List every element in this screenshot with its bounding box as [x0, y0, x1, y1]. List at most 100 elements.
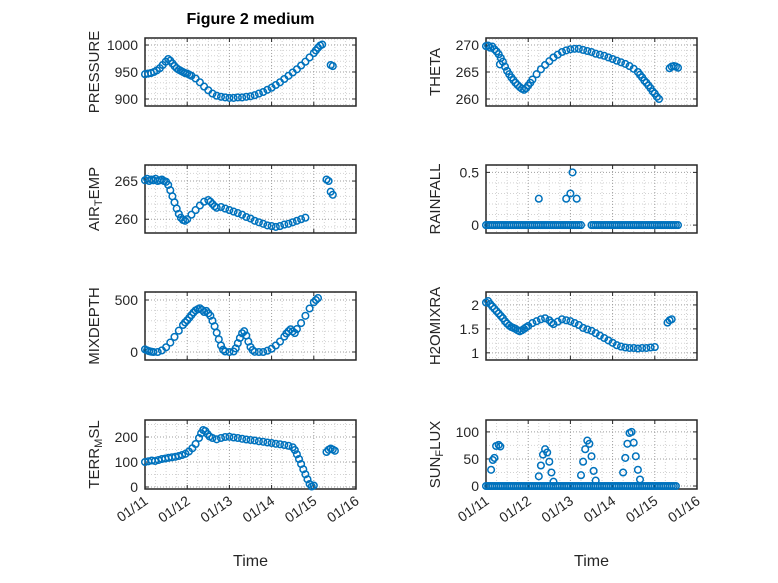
data-point: [633, 344, 642, 353]
data-point: [547, 468, 556, 477]
major-grid: [145, 165, 356, 233]
data-point: [642, 343, 651, 353]
data-point: [195, 78, 204, 87]
data-point: [275, 222, 285, 231]
data-point: [297, 215, 306, 224]
data-point: [625, 343, 634, 353]
svg-text:01/13: 01/13: [538, 492, 576, 525]
svg-text:0: 0: [471, 478, 479, 494]
data-point: [301, 213, 310, 222]
major-grid: [486, 420, 697, 489]
data-point: [324, 176, 333, 186]
minor-grid: [486, 165, 697, 233]
data-point: [216, 433, 226, 443]
axes-box: [144, 164, 357, 234]
data-point: [284, 219, 293, 228]
svg-text:01/11: 01/11: [114, 492, 151, 525]
y-tick-labels: 0 100 200: [115, 429, 139, 495]
data-point: [570, 319, 579, 328]
data-point: [595, 50, 604, 59]
data-point: [595, 331, 604, 340]
data-point: [570, 44, 579, 53]
y-tick-labels: 0 500: [115, 292, 139, 360]
data-point: [292, 450, 301, 459]
data-point: [589, 466, 598, 475]
data-point: [623, 439, 632, 448]
data-point: [303, 475, 312, 484]
minor-grid: [486, 420, 697, 489]
y-axis-label-terr-msl: TERRMSL: [86, 420, 105, 488]
data-point: [212, 435, 221, 444]
major-grid: [486, 165, 697, 233]
data-point: [562, 194, 571, 203]
y-axis-label-air-temp: AIRTEMP: [86, 167, 105, 231]
data-point: [490, 453, 499, 462]
data-point: [221, 432, 230, 442]
data-point: [183, 215, 192, 224]
svg-text:260: 260: [115, 211, 139, 227]
data-point: [254, 89, 263, 98]
data-point: [225, 432, 234, 441]
data-point: [275, 440, 285, 449]
major-grid: [486, 38, 697, 106]
svg-text:0: 0: [130, 344, 138, 360]
svg-text:100: 100: [115, 454, 139, 470]
data-point: [238, 210, 247, 219]
data-point: [536, 461, 545, 470]
data-point: [288, 327, 297, 336]
data-point: [627, 427, 636, 436]
data-point: [600, 333, 609, 343]
data-point: [494, 440, 503, 449]
svg-text:1000: 1000: [107, 37, 138, 53]
data-point: [650, 343, 659, 352]
data-point: [280, 220, 289, 229]
data-point: [259, 219, 268, 228]
data-point: [290, 445, 299, 455]
data-point: [229, 433, 238, 442]
data-point: [292, 325, 301, 334]
data-point: [271, 439, 280, 448]
data-point: [174, 326, 183, 335]
axes-box: [144, 291, 357, 361]
subplot-theta: 260 265 270 THETA: [427, 37, 698, 107]
data-point: [284, 441, 293, 450]
data-point: [557, 315, 567, 324]
scatter-points: [140, 425, 339, 491]
svg-text:0.5: 0.5: [460, 164, 480, 180]
data-point: [263, 346, 272, 355]
data-point: [246, 92, 255, 101]
data-point: [583, 325, 592, 334]
data-point: [233, 433, 242, 443]
data-point: [604, 53, 613, 62]
svg-text:200: 200: [115, 429, 139, 445]
data-point: [496, 442, 505, 451]
data-point: [212, 328, 221, 337]
data-point: [604, 336, 613, 345]
data-point: [263, 221, 272, 230]
data-point: [170, 332, 179, 341]
scatter-points: [140, 294, 323, 357]
data-point: [576, 221, 586, 230]
data-point: [591, 49, 600, 58]
svg-text:01/14: 01/14: [239, 492, 277, 525]
subplot-terr-msl: 0 100 200 01/11 01/12 01/13 01/14 01/15 01/16 TER…: [86, 419, 362, 526]
data-point: [640, 76, 649, 85]
data-point: [574, 44, 583, 53]
data-point: [229, 93, 238, 102]
data-point: [233, 93, 242, 102]
data-point: [292, 216, 301, 225]
data-point: [225, 206, 234, 215]
data-point: [254, 347, 263, 357]
data-point: [543, 448, 552, 457]
y-tick-labels: 0 50 100: [456, 424, 480, 494]
scatter-points: [140, 174, 337, 231]
svg-text:01/11: 01/11: [455, 492, 492, 525]
data-point: [608, 54, 617, 64]
svg-text:900: 900: [115, 91, 139, 107]
data-point: [194, 433, 204, 443]
data-point: [212, 203, 221, 212]
data-point: [212, 91, 221, 100]
data-point: [557, 47, 567, 57]
svg-text:2: 2: [471, 297, 479, 313]
